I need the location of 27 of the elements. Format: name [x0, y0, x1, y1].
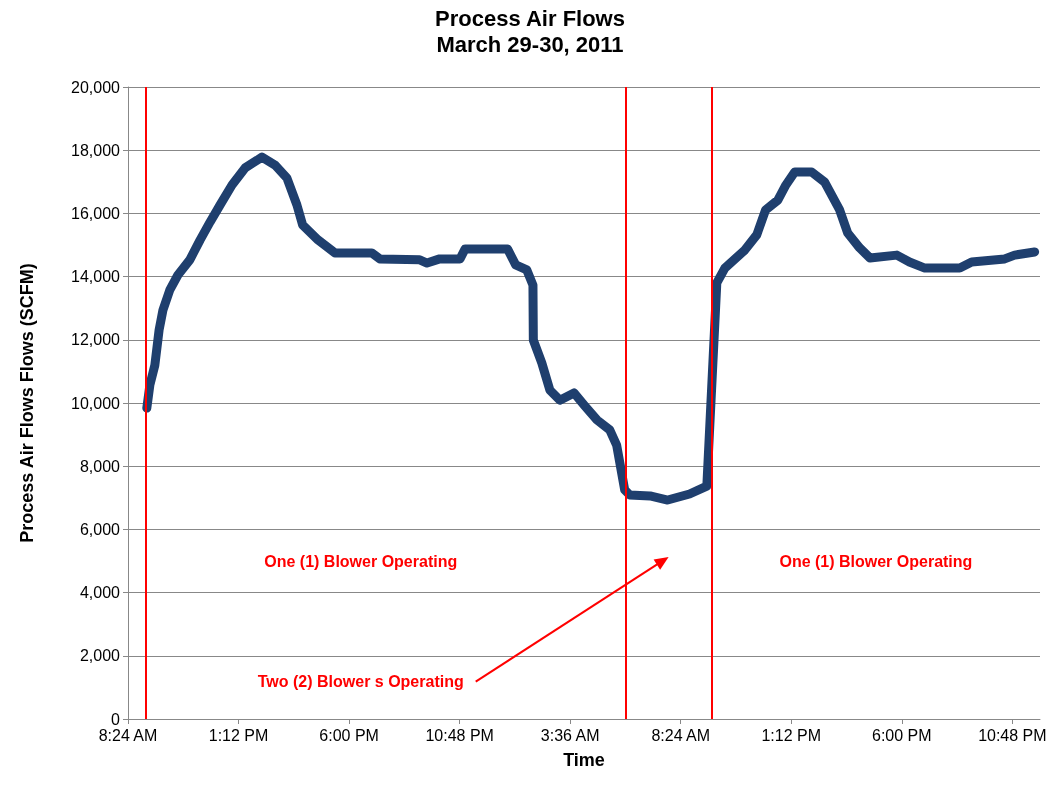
y-tick-label: 0 [111, 710, 121, 728]
y-tick-label: 10,000 [71, 394, 121, 412]
x-tick-label: 10:48 PM [978, 726, 1047, 744]
y-tick-label: 18,000 [71, 141, 121, 159]
y-tick-label: 2,000 [79, 647, 121, 665]
y-tick-label: 14,000 [71, 268, 121, 286]
annotation: Two (2) Blower s Operating [257, 673, 464, 691]
chart-subtitle: March 29-30, 2011 [436, 31, 624, 57]
y-axis-title: Process Air Flows Flows (SCFM) [17, 263, 37, 543]
x-tick-label: 10:48 PM [425, 726, 494, 744]
annotation: One (1) Blower Operating [779, 553, 973, 570]
x-tick-label: 1:12 PM [761, 726, 822, 744]
x-tick-label: 6:00 PM [872, 726, 932, 744]
annotation: One (1) Blower Operating [264, 553, 458, 570]
y-tick-label: 6,000 [79, 520, 121, 538]
x-tick-label: 1:12 PM [208, 726, 269, 744]
chart-title: Process Air Flows [435, 5, 625, 31]
x-tick-label: 3:36 AM [540, 726, 600, 744]
y-tick-label: 12,000 [71, 331, 121, 349]
y-tick-label: 4,000 [79, 584, 121, 602]
x-axis-title: Time [563, 750, 605, 770]
y-tick-label: 8,000 [79, 457, 121, 475]
x-tick-label: 8:24 AM [651, 726, 711, 744]
x-tick-label: 8:24 AM [98, 726, 158, 744]
x-tick-label: 6:00 PM [319, 726, 379, 744]
y-tick-label: 16,000 [71, 204, 121, 222]
y-tick-label: 20,000 [71, 78, 121, 96]
